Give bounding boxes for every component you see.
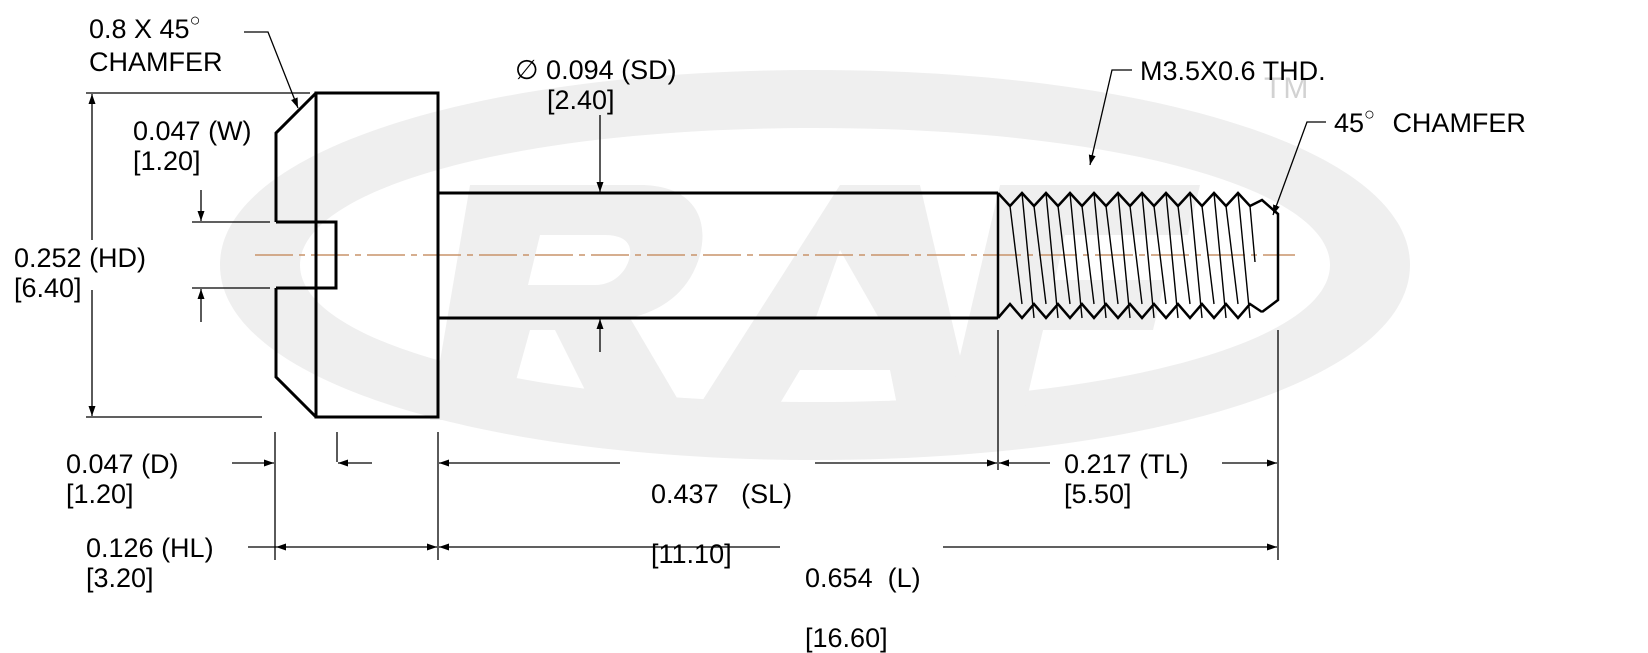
overall-length-label: 0.654 (L) [16.60]: [790, 533, 921, 653]
overall-length-metric: [16.60]: [805, 623, 888, 653]
thread-length-label: 0.217 (TL) [5.50]: [1064, 449, 1189, 509]
head-chamfer: [274, 91, 318, 419]
thread-label: M3.5X0.6 THD.: [1140, 56, 1326, 86]
slot-width-metric: [1.20]: [133, 146, 201, 176]
shank-length-label: 0.437 (SL) [11.10]: [636, 449, 792, 569]
slot-depth-label: 0.047 (D) [1.20]: [66, 449, 179, 509]
slot-depth-metric: [1.20]: [66, 479, 134, 509]
screw-drawing: [86, 31, 1410, 560]
shank-diameter-imperial: 0.094 (SD): [546, 55, 677, 85]
slot-depth-imperial: 0.047 (D): [66, 449, 179, 479]
shank-length-metric: [11.10]: [651, 539, 732, 569]
thread-leader: [1088, 69, 1132, 166]
head-diameter-imperial: 0.252 (HD): [14, 243, 147, 273]
head-chamfer-text: CHAMFER: [89, 47, 223, 77]
head-diameter-label: 0.252 (HD) [6.40]: [14, 243, 146, 303]
shank-diameter-metric: [2.40]: [547, 85, 615, 115]
thread-length-imperial: 0.217 (TL): [1064, 449, 1189, 479]
end-chamfer-label: 45○ CHAMFER: [1334, 104, 1526, 141]
thread-length-metric: [5.50]: [1064, 479, 1132, 509]
degree-symbol: ○: [1364, 104, 1375, 124]
head-length-imperial: 0.126 (HL): [86, 533, 214, 563]
watermark-logo: [220, 70, 1410, 460]
head-chamfer-leader: [244, 31, 299, 109]
end-chamfer-text: CHAMFER: [1392, 108, 1526, 138]
screw-shank: [438, 191, 998, 320]
end-chamfer-angle: 45: [1334, 108, 1365, 138]
overall-length-imperial: 0.654 (L): [805, 563, 921, 593]
extension-lines: [86, 92, 1279, 560]
leader-lines: [244, 31, 1326, 216]
shank-length-imperial: 0.437 (SL): [651, 479, 793, 509]
head-length-label: 0.126 (HL) [3.20]: [86, 533, 214, 593]
end-chamfer-leader: [1272, 121, 1326, 216]
head-diameter-metric: [6.40]: [14, 273, 82, 303]
head-chamfer-label: 0.8 X 45○ CHAMFER: [89, 10, 223, 77]
head-slot: [276, 220, 338, 290]
dimension-lines: [88, 94, 1277, 551]
screw-outline: [274, 91, 1280, 419]
screw-head: [314, 91, 440, 419]
screw-thread: [996, 191, 1280, 320]
diameter-symbol-icon: ∅: [515, 55, 539, 85]
shank-diameter-label: ∅ 0.094 (SD) [2.40]: [515, 55, 677, 115]
head-length-metric: [3.20]: [86, 563, 154, 593]
degree-symbol: ○: [189, 10, 201, 30]
trademark-mark: TM: [1264, 72, 1310, 105]
head-chamfer-value: 0.8 X 45: [89, 14, 190, 44]
slot-width-imperial: 0.047 (W): [133, 116, 252, 146]
slot-width-label: 0.047 (W) [1.20]: [133, 116, 252, 176]
thread-crests: [1009, 192, 1256, 319]
